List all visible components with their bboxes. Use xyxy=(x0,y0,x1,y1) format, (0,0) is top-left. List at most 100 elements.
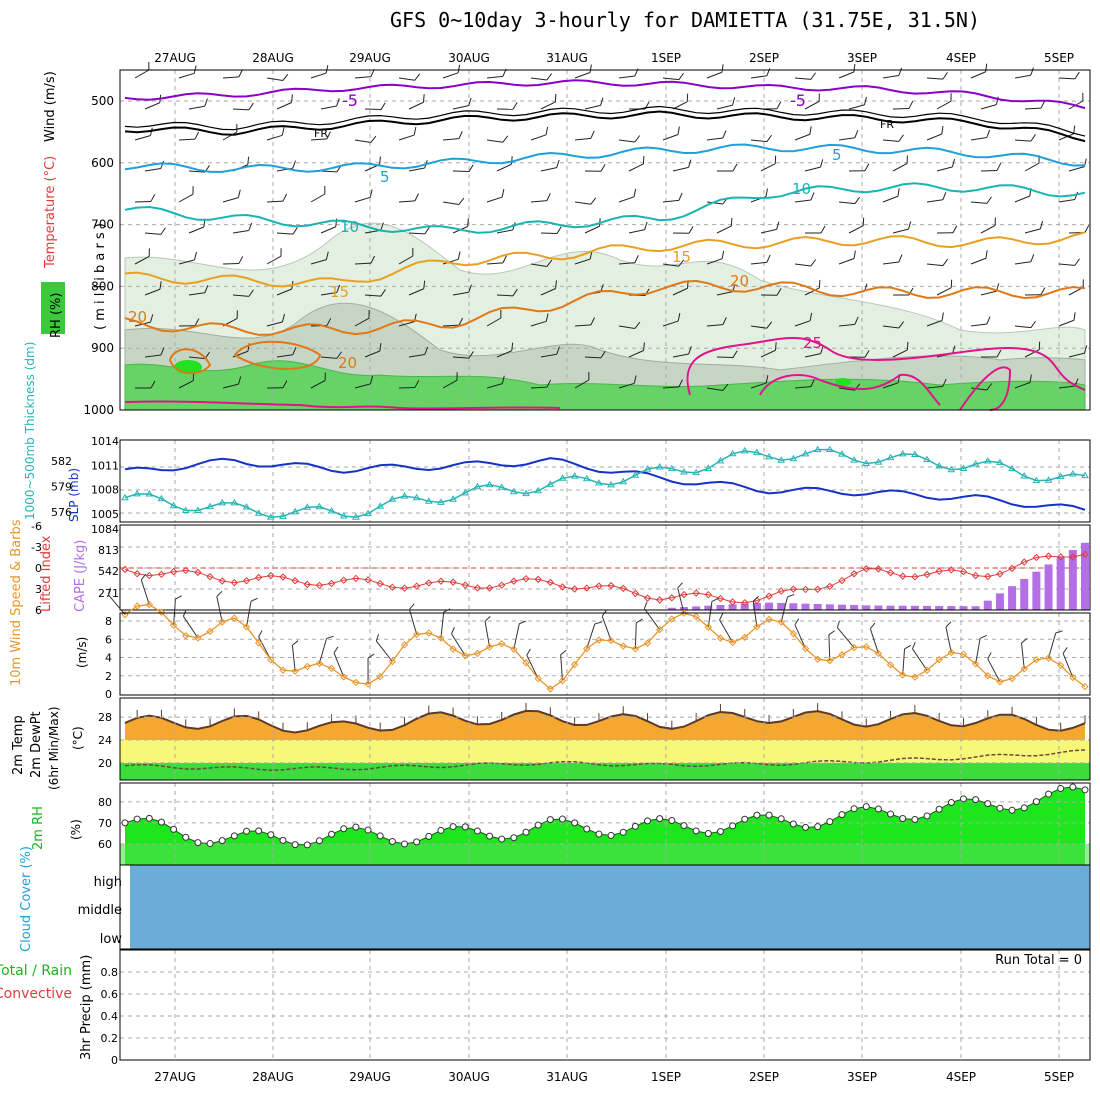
cape-bar xyxy=(959,606,967,610)
wind-barb-flag xyxy=(1041,101,1045,108)
rh2m-marker xyxy=(1058,785,1064,791)
wind10-staff xyxy=(376,641,392,661)
rh2m-marker xyxy=(316,838,322,844)
wind-barb xyxy=(487,133,508,143)
wind-barb xyxy=(274,94,295,109)
slp-tick: 1014 xyxy=(91,435,119,448)
wind10-flag xyxy=(292,641,298,646)
wind-barb-staff xyxy=(751,76,767,78)
wind-barb xyxy=(935,159,956,171)
rh2m-tick: 60 xyxy=(98,838,112,851)
wind10-staff xyxy=(141,580,149,605)
cape-bar xyxy=(826,604,834,610)
cape-bar xyxy=(984,601,992,610)
wind-barb xyxy=(1069,225,1089,233)
rh2m-marker xyxy=(231,833,237,839)
rh2m-marker xyxy=(341,826,347,832)
wind-barb-flag xyxy=(898,255,903,262)
wind-barb-flag xyxy=(632,189,638,197)
wind10-flag xyxy=(945,622,952,627)
wind10-staff xyxy=(946,627,951,652)
wind-barb-flag xyxy=(292,161,297,169)
rh2m-marker xyxy=(401,841,407,847)
wind10-staff xyxy=(485,621,490,647)
contour-label: FR xyxy=(880,118,894,131)
wind-barb-staff xyxy=(717,226,731,233)
cloud-level-label: high xyxy=(94,875,122,890)
wind-barb-staff xyxy=(1069,167,1084,171)
wind-barb xyxy=(626,156,647,171)
wind-barb xyxy=(441,65,462,78)
wind-barb-staff xyxy=(761,229,777,233)
temp-label-2: 2m DewPt xyxy=(29,711,44,778)
cape-bar xyxy=(996,593,1004,610)
wind-barb-flag xyxy=(851,64,857,72)
wind10-barb xyxy=(292,641,301,671)
temp-contour-2 xyxy=(125,145,1085,172)
wind-barb-staff xyxy=(135,201,151,202)
wind10-flag xyxy=(257,630,264,636)
wind-barb-staff xyxy=(849,105,864,109)
rh2m-marker xyxy=(158,819,164,825)
wind-barb-flag xyxy=(899,134,904,141)
wind-barb-flag xyxy=(733,164,737,171)
wind-barb-flag xyxy=(324,65,330,73)
cape-bar xyxy=(1081,543,1089,610)
wind-barb-staff xyxy=(849,226,863,233)
wind-tick: 0 xyxy=(105,688,112,701)
wind-barb xyxy=(308,186,329,202)
wind-barb-staff xyxy=(443,139,459,140)
date-label-top: 2SEP xyxy=(749,51,779,65)
wind-barb-staff xyxy=(893,163,907,171)
wind-barb xyxy=(970,130,991,140)
wind10-staff xyxy=(292,645,295,671)
wind-barb xyxy=(399,71,420,81)
wind-barb-staff xyxy=(311,73,326,78)
wind-barb-staff xyxy=(575,138,591,140)
date-label-top: 3SEP xyxy=(847,51,877,65)
wind-barb-staff xyxy=(179,73,194,78)
wind-barb-flag xyxy=(160,161,165,169)
wind-barb-staff xyxy=(629,230,645,233)
wind-barb-flag xyxy=(767,135,772,142)
wind-barb xyxy=(805,226,825,233)
contour-label: 5 xyxy=(832,146,842,164)
wind10-staff xyxy=(635,623,636,649)
rh2m-marker xyxy=(487,833,493,839)
wind-barb-staff xyxy=(761,164,775,171)
li-tick: -6 xyxy=(31,520,42,533)
cape-bar xyxy=(850,605,858,610)
contour-label: 5 xyxy=(380,168,390,186)
wind-barb-flag xyxy=(588,65,594,73)
wind-barb xyxy=(970,317,991,326)
wind-barb-staff xyxy=(277,233,293,234)
wind-barb-staff xyxy=(717,357,733,358)
wind-barb-flag xyxy=(547,73,552,80)
precip-label-conv: Convective xyxy=(0,986,72,1002)
wind-barb-staff xyxy=(619,140,635,142)
rh2m-marker xyxy=(438,827,444,833)
slp-frame xyxy=(120,440,1090,522)
wind10-barb xyxy=(408,604,422,634)
rh2m-marker xyxy=(183,834,189,840)
rh2m-marker xyxy=(669,817,675,823)
date-label-top: 4SEP xyxy=(946,51,976,65)
cape-bar xyxy=(814,604,822,610)
temp-label-4: (°C) xyxy=(71,726,85,750)
contour-label: 15 xyxy=(330,283,349,301)
wind-barb xyxy=(443,195,464,205)
wind-barb-flag xyxy=(456,65,462,73)
contour-label: 15 xyxy=(672,248,691,266)
wind-barb xyxy=(267,71,288,81)
upper-label-rh-text: RH (%) xyxy=(49,293,64,338)
rh2m-tick: 70 xyxy=(98,817,112,830)
wind-barb-flag xyxy=(591,197,596,204)
precip-tick: 0.6 xyxy=(101,988,119,1001)
wind-barb xyxy=(1023,221,1044,233)
rh2m-marker xyxy=(292,842,298,848)
rh2m-marker xyxy=(657,816,663,822)
rh2m-marker xyxy=(219,838,225,844)
wind-barb-flag xyxy=(467,98,472,106)
cape-bar xyxy=(802,604,810,610)
